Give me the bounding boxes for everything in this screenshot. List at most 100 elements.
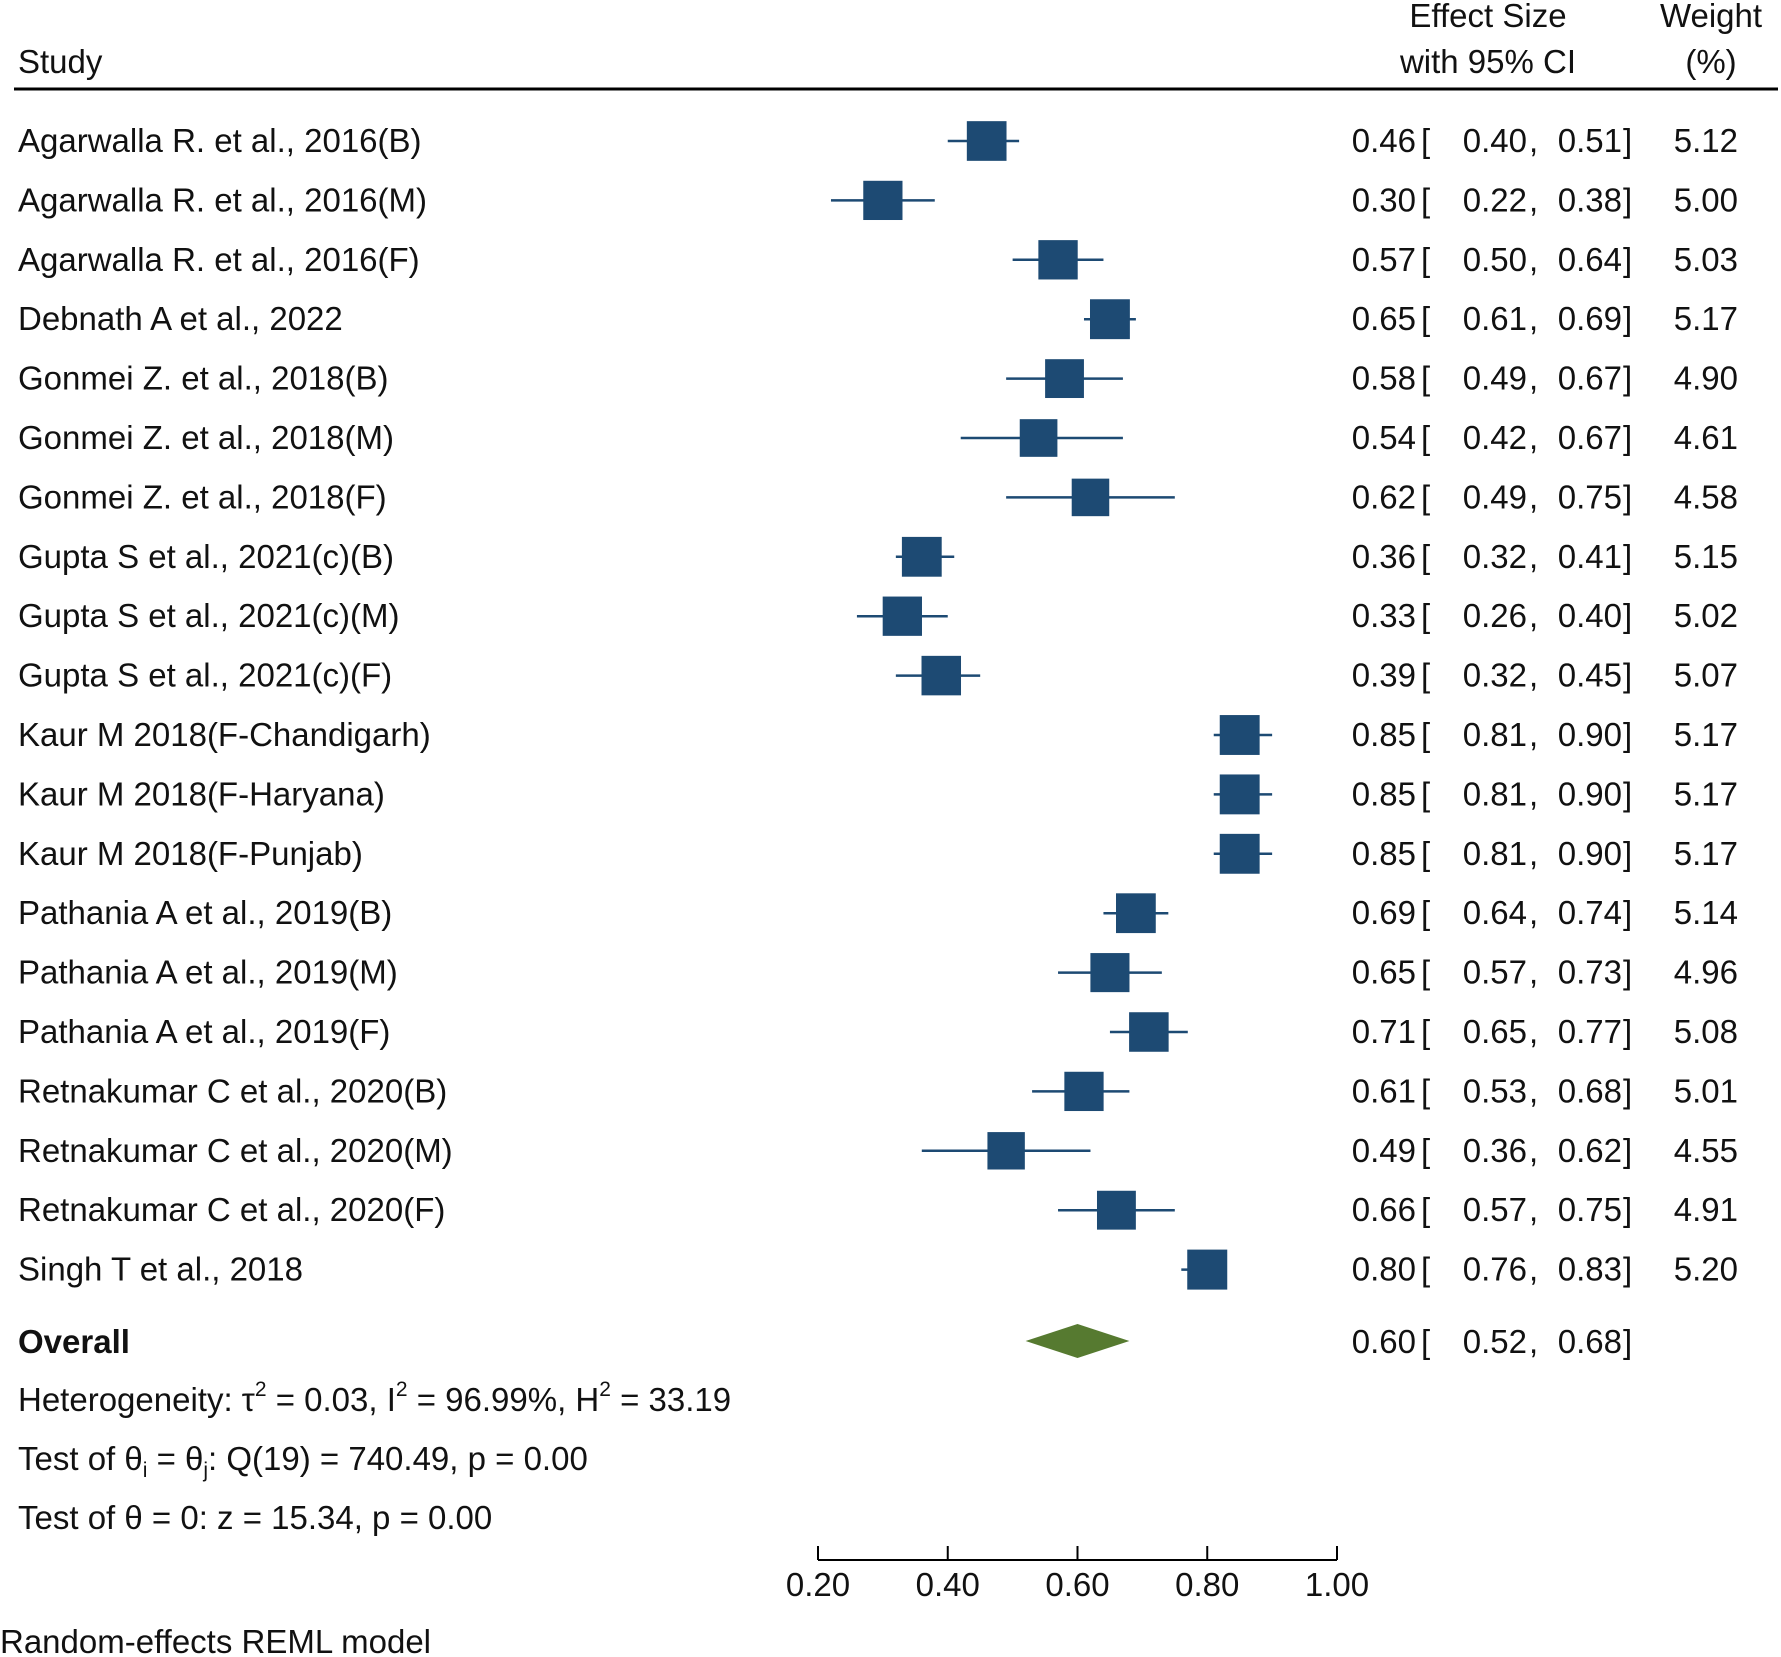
header-effect-size-line1: Effect Size bbox=[1409, 0, 1566, 34]
study-label: Kaur M 2018(F-Punjab) bbox=[18, 835, 363, 872]
effect-marker bbox=[1089, 299, 1130, 340]
effect-size-value: 0.61 bbox=[1352, 1072, 1416, 1109]
ci-low-value: 0.26 bbox=[1463, 597, 1527, 634]
model-footnote: Random-effects REML model bbox=[0, 1623, 431, 1657]
study-label: Pathania A et al., 2019(F) bbox=[18, 1013, 390, 1050]
effect-marker bbox=[966, 121, 1007, 161]
study-row: Gonmei Z. et al., 2018(B) 0.58[0.49, 0.67]… bbox=[18, 359, 1738, 399]
study-label: Gupta S et al., 2021(c)(B) bbox=[18, 538, 394, 575]
effect-marker bbox=[1064, 1071, 1104, 1112]
ci-high-value: 0.51 bbox=[1558, 122, 1622, 159]
study-row: Debnath A et al., 2022 0.65[0.61, 0.69] 5.1… bbox=[18, 299, 1738, 340]
ci-high-value: 0.90 bbox=[1558, 835, 1622, 872]
effect-size-value: 0.65 bbox=[1352, 300, 1416, 337]
effect-marker bbox=[1019, 419, 1058, 457]
ci-low-value: 0.50 bbox=[1463, 241, 1527, 278]
overall-ci-sep: , bbox=[1529, 1323, 1538, 1360]
effect-size-value: 0.85 bbox=[1352, 835, 1416, 872]
ci-high-value: 0.68 bbox=[1558, 1072, 1622, 1109]
ci-high-value: 0.83 bbox=[1558, 1251, 1622, 1288]
ci-separator: , bbox=[1529, 1072, 1538, 1109]
ci-close-bracket: ] bbox=[1623, 122, 1632, 159]
ci-low-value: 0.49 bbox=[1463, 360, 1527, 397]
ci-high-value: 0.62 bbox=[1558, 1132, 1622, 1169]
ci-separator: , bbox=[1529, 1251, 1538, 1288]
effect-size-value: 0.85 bbox=[1352, 775, 1416, 812]
weight-value: 4.90 bbox=[1674, 360, 1738, 397]
ci-separator: , bbox=[1529, 360, 1538, 397]
ci-separator: , bbox=[1529, 954, 1538, 991]
effect-size-value: 0.69 bbox=[1352, 894, 1416, 931]
weight-value: 5.08 bbox=[1674, 1013, 1738, 1050]
ci-open-bracket: [ bbox=[1421, 538, 1430, 575]
ci-separator: , bbox=[1529, 1013, 1538, 1050]
table-header: Study Effect Size with 95% CI Weight (%) bbox=[18, 0, 1762, 80]
study-row: Agarwalla R. et al., 2016(M) 0.30[0.22, 0.… bbox=[18, 180, 1738, 221]
study-row: Gonmei Z. et al., 2018(M) 0.54[0.42, 0.67]… bbox=[18, 419, 1738, 457]
study-label: Agarwalla R. et al., 2016(M) bbox=[18, 181, 427, 218]
ci-separator: , bbox=[1529, 478, 1538, 515]
ci-open-bracket: [ bbox=[1421, 300, 1430, 337]
weight-value: 4.58 bbox=[1674, 478, 1738, 515]
header-effect-size-line2: with 95% CI bbox=[1399, 43, 1576, 80]
ci-high-value: 0.38 bbox=[1558, 181, 1622, 218]
ci-close-bracket: ] bbox=[1623, 597, 1632, 634]
ci-low-value: 0.81 bbox=[1463, 775, 1527, 812]
ci-close-bracket: ] bbox=[1623, 1132, 1632, 1169]
ci-low-value: 0.42 bbox=[1463, 419, 1527, 456]
ci-close-bracket: ] bbox=[1623, 478, 1632, 515]
effect-size-value: 0.57 bbox=[1352, 241, 1416, 278]
ci-open-bracket: [ bbox=[1421, 478, 1430, 515]
header-study: Study bbox=[18, 43, 103, 80]
weight-value: 5.17 bbox=[1674, 716, 1738, 753]
ci-open-bracket: [ bbox=[1421, 122, 1430, 159]
effect-marker bbox=[1187, 1249, 1228, 1290]
study-row: Pathania A et al., 2019(M) 0.65[0.57, 0.73… bbox=[18, 953, 1738, 993]
ci-close-bracket: ] bbox=[1623, 657, 1632, 694]
ci-high-value: 0.67 bbox=[1558, 360, 1622, 397]
effect-marker bbox=[1116, 893, 1156, 934]
weight-value: 5.14 bbox=[1674, 894, 1738, 931]
ci-low-value: 0.64 bbox=[1463, 894, 1527, 931]
effect-marker bbox=[921, 655, 962, 696]
ci-close-bracket: ] bbox=[1623, 1013, 1632, 1050]
effect-marker bbox=[901, 536, 942, 577]
ci-close-bracket: ] bbox=[1623, 1251, 1632, 1288]
study-row: Pathania A et al., 2019(F) 0.71[0.65, 0.77… bbox=[18, 1012, 1738, 1052]
ci-close-bracket: ] bbox=[1623, 894, 1632, 931]
ci-separator: , bbox=[1529, 597, 1538, 634]
weight-value: 5.03 bbox=[1674, 241, 1738, 278]
study-label: Gonmei Z. et al., 2018(M) bbox=[18, 419, 394, 456]
heterogeneity-line: Heterogeneity: τ2 = 0.03, I2 = 96.99%, H… bbox=[18, 1378, 731, 1418]
ci-close-bracket: ] bbox=[1623, 300, 1632, 337]
ci-high-value: 0.73 bbox=[1558, 954, 1622, 991]
effect-marker bbox=[1045, 359, 1084, 399]
effect-size-value: 0.49 bbox=[1352, 1132, 1416, 1169]
overall-ci-high: 0.68 bbox=[1558, 1323, 1622, 1360]
weight-value: 4.61 bbox=[1674, 419, 1738, 456]
effect-marker bbox=[1096, 1190, 1136, 1230]
ci-separator: , bbox=[1529, 300, 1538, 337]
ci-low-value: 0.32 bbox=[1463, 657, 1527, 694]
ci-open-bracket: [ bbox=[1421, 360, 1430, 397]
ci-open-bracket: [ bbox=[1421, 1072, 1430, 1109]
header-weight-line2: (%) bbox=[1685, 43, 1736, 80]
study-label: Gonmei Z. et al., 2018(F) bbox=[18, 478, 387, 515]
ci-open-bracket: [ bbox=[1421, 1132, 1430, 1169]
study-row: Agarwalla R. et al., 2016(F) 0.57[0.50, 0.… bbox=[18, 240, 1738, 280]
study-label: Singh T et al., 2018 bbox=[18, 1251, 303, 1288]
ci-close-bracket: ] bbox=[1623, 954, 1632, 991]
effect-size-value: 0.66 bbox=[1352, 1191, 1416, 1228]
effect-marker bbox=[882, 596, 922, 636]
ci-high-value: 0.45 bbox=[1558, 657, 1622, 694]
ci-close-bracket: ] bbox=[1623, 360, 1632, 397]
ci-open-bracket: [ bbox=[1421, 835, 1430, 872]
ci-separator: , bbox=[1529, 1132, 1538, 1169]
ci-open-bracket: [ bbox=[1421, 894, 1430, 931]
effect-size-value: 0.33 bbox=[1352, 597, 1416, 634]
weight-value: 5.20 bbox=[1674, 1251, 1738, 1288]
study-label: Pathania A et al., 2019(M) bbox=[18, 954, 398, 991]
ci-high-value: 0.40 bbox=[1558, 597, 1622, 634]
overall-ci-low: 0.52 bbox=[1463, 1323, 1527, 1360]
weight-value: 4.96 bbox=[1674, 954, 1738, 991]
